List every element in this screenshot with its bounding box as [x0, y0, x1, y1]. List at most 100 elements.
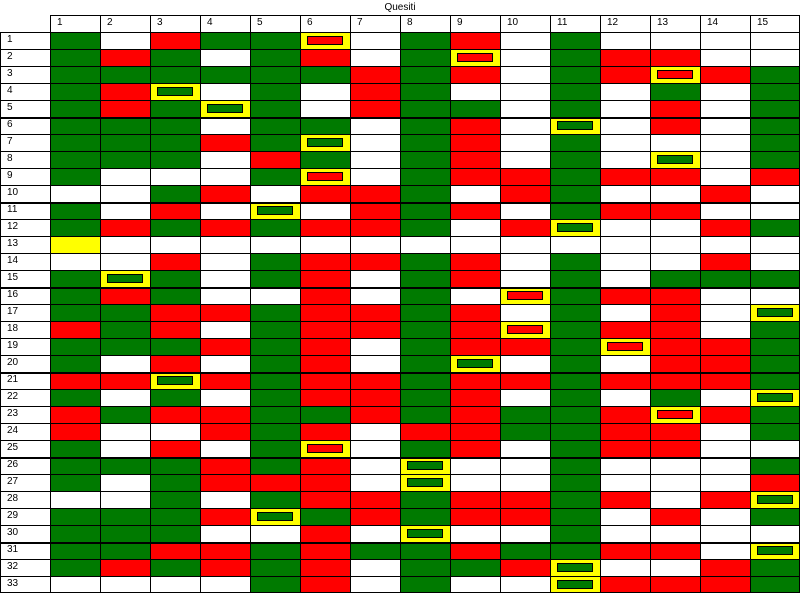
row-label-19: 19	[0, 338, 50, 355]
grid-cell	[600, 355, 650, 372]
grid-cell	[550, 253, 600, 270]
grid-cell	[650, 406, 700, 423]
grid-cell	[450, 134, 500, 151]
grid-cell	[50, 304, 100, 321]
grid-cell	[350, 423, 400, 440]
grid-cell	[50, 236, 100, 253]
grid-cell	[750, 389, 800, 406]
grid-cell	[350, 321, 400, 338]
grid-line	[0, 474, 800, 475]
highlighted-mark	[307, 138, 343, 147]
grid-cell	[500, 542, 550, 559]
grid-cell	[150, 49, 200, 66]
grid-cell	[700, 406, 750, 423]
grid-cell	[250, 66, 300, 83]
grid-line	[0, 338, 800, 339]
grid-cell	[300, 542, 350, 559]
grid-cell	[550, 389, 600, 406]
grid-cell	[550, 117, 600, 134]
grid-cell	[250, 440, 300, 457]
grid-cell	[550, 287, 600, 304]
grid-cell	[350, 389, 400, 406]
grid-cell	[400, 440, 450, 457]
grid-line	[0, 576, 800, 577]
grid-cell	[100, 134, 150, 151]
grid-cell	[550, 304, 600, 321]
grid-cell	[700, 32, 750, 49]
grid-cell	[250, 355, 300, 372]
highlighted-mark	[657, 70, 693, 79]
grid-cell	[550, 338, 600, 355]
grid-cell	[700, 321, 750, 338]
grid-cell	[600, 151, 650, 168]
grid-cell	[500, 236, 550, 253]
grid-cell	[350, 236, 400, 253]
grid-cell	[400, 287, 450, 304]
grid-cell	[750, 355, 800, 372]
grid-cell	[500, 168, 550, 185]
grid-cell	[750, 474, 800, 491]
grid-cell	[450, 32, 500, 49]
grid-cell	[650, 508, 700, 525]
row-label-21: 21	[0, 372, 50, 389]
grid-cell	[500, 372, 550, 389]
grid-cell	[500, 287, 550, 304]
grid-cell	[550, 219, 600, 236]
grid-cell	[150, 338, 200, 355]
grid-cell	[400, 474, 450, 491]
grid-cell	[250, 321, 300, 338]
grid-cell	[650, 270, 700, 287]
grid-cell	[550, 372, 600, 389]
grid-cell	[300, 185, 350, 202]
grid-cell	[200, 355, 250, 372]
grid-cell	[400, 49, 450, 66]
grid-cell	[650, 134, 700, 151]
highlighted-mark	[557, 121, 593, 130]
grid-cell	[600, 202, 650, 219]
grid-cell	[400, 423, 450, 440]
grid-cell	[650, 576, 700, 593]
grid-cell	[100, 474, 150, 491]
grid-cell	[100, 168, 150, 185]
grid-cell	[450, 525, 500, 542]
grid-cell	[50, 66, 100, 83]
grid-cell	[350, 32, 400, 49]
grid-cell	[300, 474, 350, 491]
grid-cell	[750, 338, 800, 355]
grid-cell	[650, 525, 700, 542]
grid-cell	[750, 542, 800, 559]
grid-cell	[500, 253, 550, 270]
row-label-29: 29	[0, 508, 50, 525]
grid-cell	[150, 542, 200, 559]
row-label-17: 17	[0, 304, 50, 321]
grid-cell	[400, 491, 450, 508]
grid-cell	[750, 576, 800, 593]
grid-cell	[150, 355, 200, 372]
grid-cell	[700, 219, 750, 236]
grid-cell	[650, 66, 700, 83]
grid-cell	[100, 185, 150, 202]
row-label-1: 1	[0, 32, 50, 49]
grid-cell	[550, 168, 600, 185]
grid-cell	[100, 117, 150, 134]
grid-cell	[450, 83, 500, 100]
grid-cell	[100, 508, 150, 525]
grid-cell	[100, 219, 150, 236]
grid-cell	[500, 338, 550, 355]
grid-cell	[650, 287, 700, 304]
grid-cell	[650, 83, 700, 100]
grid-cell	[650, 423, 700, 440]
grid-cell	[750, 440, 800, 457]
grid-cell	[500, 202, 550, 219]
grid-cell	[700, 185, 750, 202]
grid-line	[0, 270, 800, 271]
grid-cell	[750, 559, 800, 576]
grid-cell	[700, 49, 750, 66]
grid-cell	[150, 100, 200, 117]
grid-cell	[350, 185, 400, 202]
grid-cell	[350, 134, 400, 151]
row-label-30: 30	[0, 525, 50, 542]
grid-cell	[150, 508, 200, 525]
grid-cell	[250, 168, 300, 185]
highlighted-mark	[507, 291, 543, 300]
